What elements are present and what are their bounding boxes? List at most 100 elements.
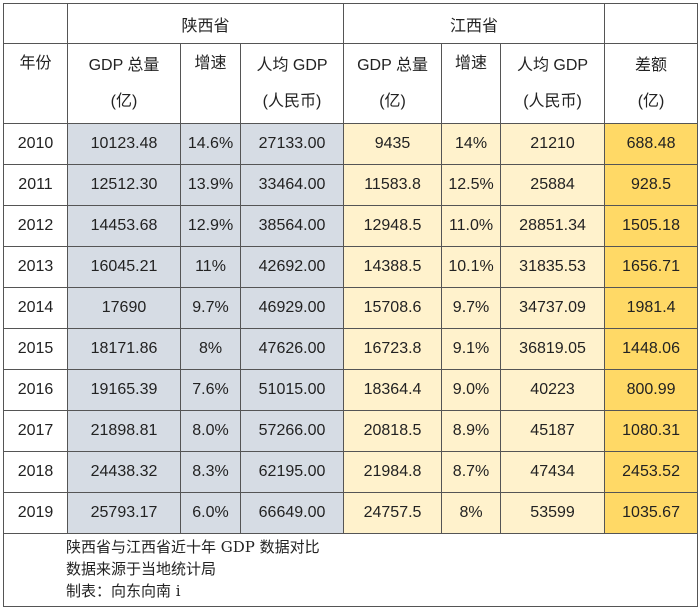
cell-jx-pc: 31835.53 (500, 246, 606, 288)
cell-year: 2014 (3, 287, 68, 329)
cell-jx-gdp: 12948.5 (343, 205, 443, 247)
cell-sx-growth: 14.6% (180, 123, 241, 165)
table-row: 2017 21898.81 8.0% 57266.00 20818.5 8.9% 45187… (3, 410, 699, 452)
table-row: 2015 18171.86 8% 47626.00 16723.8 9.1% 36819.0… (3, 328, 699, 370)
table-row: 2019 25793.17 6.0% 66649.00 24757.5 8% 53599 10… (3, 492, 699, 534)
cell-jx-growth: 8% (441, 492, 502, 534)
cell-jx-pc: 28851.34 (500, 205, 606, 247)
header-jx-gdp: GDP 总量 (亿) (343, 43, 443, 124)
cell-jx-gdp: 18364.4 (343, 369, 443, 411)
unit: (亿) (379, 92, 406, 110)
unit: (亿) (637, 92, 665, 110)
header-jiangxi: 江西省 (343, 3, 606, 44)
unit: (人民币) (523, 92, 582, 110)
cell-sx-growth: 13.9% (180, 164, 241, 206)
cell-diff: 1035.67 (604, 492, 699, 534)
cell-jx-growth: 8.9% (441, 410, 502, 452)
label: GDP 总量 (357, 56, 428, 74)
cell-sx-pc: 51015.00 (239, 369, 345, 411)
unit: (人民币) (262, 92, 322, 110)
cell-jx-gdp: 16723.8 (343, 328, 443, 370)
cell-diff: 1981.4 (604, 287, 699, 329)
cell-jx-pc: 25884 (500, 164, 606, 206)
footer-title: 陕西省与江西省近十年 GDP 数据对比 (66, 538, 320, 556)
cell-sx-gdp: 24438.32 (67, 451, 181, 493)
cell-sx-gdp: 19165.39 (67, 369, 181, 411)
cell-sx-pc: 38564.00 (239, 205, 345, 247)
table-row: 2013 16045.21 11% 42692.00 14388.5 10.1% 31835… (3, 246, 699, 288)
footer-author: 制表：向东向南 i (66, 582, 181, 600)
cell-diff: 800.99 (604, 369, 699, 411)
cell-diff: 1080.31 (604, 410, 699, 452)
cell-jx-pc: 40223 (500, 369, 606, 411)
cell-jx-pc: 53599 (500, 492, 606, 534)
cell-year: 2019 (3, 492, 68, 534)
cell-jx-pc: 47434 (500, 451, 606, 493)
cell-jx-growth: 9.1% (441, 328, 502, 370)
cell-sx-growth: 9.7% (180, 287, 241, 329)
label: GDP 总量 (88, 56, 160, 74)
cell-jx-growth: 11.0% (441, 205, 502, 247)
cell-sx-pc: 46929.00 (239, 287, 345, 329)
cell-jx-growth: 9.7% (441, 287, 502, 329)
cell-sx-gdp: 21898.81 (67, 410, 181, 452)
cell-sx-growth: 12.9% (180, 205, 241, 247)
cell-jx-growth: 14% (441, 123, 502, 165)
gdp-comparison-table: 陕西省 江西省 年份 GDP 总量 (亿) 增速 人均 GDP (人民币) GDP … (2, 3, 699, 607)
footer-source: 数据来源于当地统计局 (66, 560, 217, 578)
cell-diff: 928.5 (604, 164, 699, 206)
corner-cell (3, 3, 68, 44)
footer-row: 陕西省与江西省近十年 GDP 数据对比 数据来源于当地统计局 制表：向东向南 i (2, 533, 699, 607)
table-row: 2014 17690 9.7% 46929.00 15708.6 9.7% 34737.09… (3, 287, 699, 329)
header-jx-growth: 增速 (441, 43, 502, 124)
header-empty (604, 3, 699, 44)
cell-sx-growth: 6.0% (180, 492, 241, 534)
cell-diff: 1656.71 (604, 246, 699, 288)
cell-sx-pc: 27133.00 (239, 123, 345, 165)
cell-sx-pc: 33464.00 (239, 164, 345, 206)
footer-notes: 陕西省与江西省近十年 GDP 数据对比 数据来源于当地统计局 制表：向东向南 i (2, 533, 699, 607)
table-row: 2016 19165.39 7.6% 51015.00 18364.4 9.0% 40223… (3, 369, 699, 411)
cell-sx-growth: 11% (180, 246, 241, 288)
cell-sx-growth: 8% (180, 328, 241, 370)
cell-sx-pc: 66649.00 (239, 492, 345, 534)
cell-year: 2016 (3, 369, 68, 411)
cell-year: 2015 (3, 328, 68, 370)
cell-jx-growth: 10.1% (441, 246, 502, 288)
cell-sx-pc: 42692.00 (239, 246, 345, 288)
cell-sx-gdp: 14453.68 (67, 205, 181, 247)
cell-year: 2013 (3, 246, 68, 288)
cell-sx-gdp: 18171.86 (67, 328, 181, 370)
table-row: 2010 10123.48 14.6% 27133.00 9435 14% 21210 688… (3, 123, 699, 165)
cell-diff: 1505.18 (604, 205, 699, 247)
label: 差额 (635, 56, 668, 74)
cell-sx-pc: 57266.00 (239, 410, 345, 452)
cell-jx-gdp: 11583.8 (343, 164, 443, 206)
cell-jx-growth: 9.0% (441, 369, 502, 411)
cell-year: 2011 (3, 164, 68, 206)
cell-jx-growth: 8.7% (441, 451, 502, 493)
header-sx-gdp: GDP 总量 (亿) (67, 43, 181, 124)
cell-jx-pc: 36819.05 (500, 328, 606, 370)
cell-jx-gdp: 15708.6 (343, 287, 443, 329)
unit: (亿) (110, 92, 138, 110)
cell-year: 2017 (3, 410, 68, 452)
cell-jx-pc: 34737.09 (500, 287, 606, 329)
table-row: 2012 14453.68 12.9% 38564.00 12948.5 11.0% 288… (3, 205, 699, 247)
table-row: 2011 12512.30 13.9% 33464.00 11583.8 12.5% 258… (3, 164, 699, 206)
cell-diff: 1448.06 (604, 328, 699, 370)
header-shaanxi: 陕西省 (66, 3, 345, 44)
label: 人均 GDP (256, 56, 328, 74)
header-sx-growth: 增速 (180, 43, 241, 124)
cell-jx-pc: 45187 (500, 410, 606, 452)
header-sx-per-capita: 人均 GDP (人民币) (239, 43, 345, 124)
cell-diff: 688.48 (604, 123, 699, 165)
cell-sx-gdp: 25793.17 (67, 492, 181, 534)
cell-sx-pc: 47626.00 (239, 328, 345, 370)
header-diff: 差额 (亿) (604, 43, 699, 124)
cell-sx-gdp: 17690 (67, 287, 181, 329)
table-row: 2018 24438.32 8.3% 62195.00 21984.8 8.7% 47434… (3, 451, 699, 493)
cell-jx-gdp: 24757.5 (343, 492, 443, 534)
cell-jx-gdp: 9435 (343, 123, 443, 165)
cell-sx-pc: 62195.00 (239, 451, 345, 493)
